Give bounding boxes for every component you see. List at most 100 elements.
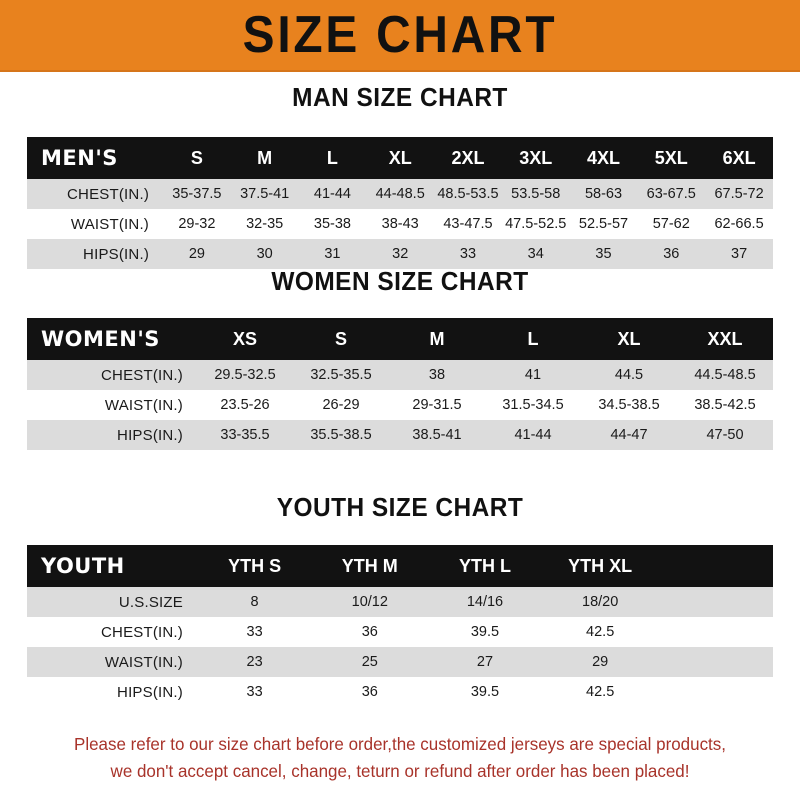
youth-column-header: YTH S [228,556,282,576]
women-column-header: XXL [707,329,743,349]
women-column-header: L [527,329,539,349]
women-table-body: CHEST(IN.) 29.5-32.5 32.5-35.5 38 41 44.5 44.5… [27,360,773,450]
measurement-cell: 58-63 [569,179,638,209]
youth-column-header: YTH L [458,556,511,576]
measurement-cell: 27 [427,647,543,677]
table-row: CHEST(IN.) 35-37.5 37.5-41 41-44 44-48.5 48.5… [27,179,773,209]
measurement-cell: 33 [434,239,502,269]
measurement-cell: 36 [312,677,428,707]
women-label-header: WOMEN'S [41,326,160,351]
youth-table-body: U.S.SIZE 8 10/12 14/16 18/20 CHEST(IN.) 33 36 39… [27,587,773,707]
youth-label-header: YOUTH [41,553,125,578]
page-title: SIZE CHART [242,6,558,64]
measurement-cell: 8 [197,587,313,617]
measurement-cell: 34 [501,239,570,269]
youth-table-head: YOUTH YTH S YTH M YTH L YTH XL [27,545,773,587]
women-column-header: M [429,329,445,349]
table-row: HIPS(IN.) 33 36 39.5 42.5 [27,677,773,707]
measurement-cell: 32-35 [230,209,299,239]
man-section-title: MAN SIZE CHART [292,82,508,112]
man-column-header: XL [388,148,412,168]
measurement-cell: 42.5 [542,617,658,647]
measurement-cell: 25 [312,647,428,677]
measurement-cell: 29.5-32.5 [197,360,293,390]
measurement-cell: 41 [485,360,581,390]
measurement-cell: 33 [197,677,313,707]
row-label: U.S.SIZE [27,587,197,617]
table-row: WAIST(IN.) 23 25 27 29 [27,647,773,677]
youth-column-header: YTH XL [568,556,633,576]
measurement-cell: 35.5-38.5 [293,420,389,450]
measurement-cell: 44-47 [581,420,677,450]
man-column-header: S [190,148,203,168]
table-row: CHEST(IN.) 29.5-32.5 32.5-35.5 38 41 44.5 44.5… [27,360,773,390]
man-column-header: M [257,148,273,168]
measurement-cell: 38.5-41 [389,420,485,450]
women-size-table: WOMEN'S XS S M L XL XXL CHEST(IN.) 29.5-32.5 32.… [27,318,773,450]
row-label: HIPS(IN.) [27,420,197,450]
row-label: CHEST(IN.) [27,179,164,209]
man-table-head: MEN'S S M L XL 2XL 3XL 4XL 5XL 6XL [27,137,773,179]
table-row: WAIST(IN.) 29-32 32-35 35-38 38-43 43-47.5 47.… [27,209,773,239]
measurement-cell: 67.5-72 [705,179,773,209]
measurement-cell: 33-35.5 [197,420,293,450]
table-row: HIPS(IN.) 29 30 31 32 33 34 35 36 37 [27,239,773,269]
man-size-table-wrapper: MEN'S S M L XL 2XL 3XL 4XL 5XL 6XL CHEST(IN.) 35-3… [27,137,773,269]
measurement-cell [657,647,773,677]
order-policy-note-line-1: Please refer to our size chart before or… [74,734,726,754]
women-table-head: WOMEN'S XS S M L XL XXL [27,318,773,360]
measurement-cell: 18/20 [542,587,658,617]
measurement-cell: 26-29 [293,390,389,420]
measurement-cell: 14/16 [427,587,543,617]
measurement-cell: 41-44 [485,420,581,450]
measurement-cell: 23 [197,647,313,677]
table-row: WAIST(IN.) 23.5-26 26-29 29-31.5 31.5-34.5 34… [27,390,773,420]
women-section-title: WOMEN SIZE CHART [271,266,529,296]
page-banner: SIZE CHART [0,0,800,72]
measurement-cell: 35-38 [298,209,367,239]
measurement-cell: 44.5 [581,360,677,390]
measurement-cell: 42.5 [542,677,658,707]
man-column-header: 6XL [722,148,756,168]
measurement-cell: 23.5-26 [197,390,293,420]
measurement-cell: 62-66.5 [705,209,773,239]
measurement-cell: 32 [366,239,435,269]
measurement-cell: 39.5 [427,617,543,647]
measurement-cell: 48.5-53.5 [434,179,502,209]
measurement-cell: 35-37.5 [163,179,231,209]
measurement-cell: 43-47.5 [434,209,502,239]
row-label: HIPS(IN.) [27,677,197,707]
youth-size-table-wrapper: YOUTH YTH S YTH M YTH L YTH XL U.S.SIZE 8 10/1… [27,545,773,707]
measurement-cell: 63-67.5 [637,179,706,209]
man-column-header: 2XL [451,148,485,168]
man-column-header: 4XL [586,148,620,168]
youth-section-title: YOUTH SIZE CHART [276,492,524,522]
measurement-cell: 31.5-34.5 [485,390,581,420]
row-label: CHEST(IN.) [27,617,197,647]
measurement-cell: 41-44 [298,179,367,209]
measurement-cell: 38.5-42.5 [677,390,773,420]
man-table-body: CHEST(IN.) 35-37.5 37.5-41 41-44 44-48.5 48.5… [27,179,773,269]
measurement-cell: 29 [542,647,658,677]
table-row: CHEST(IN.) 33 36 39.5 42.5 [27,617,773,647]
measurement-cell: 35 [569,239,638,269]
measurement-cell: 32.5-35.5 [293,360,389,390]
row-label: WAIST(IN.) [27,209,164,239]
table-row: U.S.SIZE 8 10/12 14/16 18/20 [27,587,773,617]
table-row: HIPS(IN.) 33-35.5 35.5-38.5 38.5-41 41-44 44-… [27,420,773,450]
order-policy-note: Please refer to our size chart before or… [12,731,788,785]
measurement-cell: 44-48.5 [366,179,435,209]
man-header-row: MEN'S S M L XL 2XL 3XL 4XL 5XL 6XL [27,137,773,179]
women-column-header: XL [617,329,641,349]
measurement-cell: 31 [298,239,367,269]
row-label: WAIST(IN.) [27,647,197,677]
measurement-cell: 29-31.5 [389,390,485,420]
measurement-cell: 29 [163,239,231,269]
measurement-cell [657,677,773,707]
man-size-table: MEN'S S M L XL 2XL 3XL 4XL 5XL 6XL CHEST(IN.) 35-3… [27,137,773,269]
women-size-table-wrapper: WOMEN'S XS S M L XL XXL CHEST(IN.) 29.5-32.5 32.… [27,318,773,450]
measurement-cell: 33 [197,617,313,647]
measurement-cell: 47-50 [677,420,773,450]
man-column-header: L [326,148,338,168]
